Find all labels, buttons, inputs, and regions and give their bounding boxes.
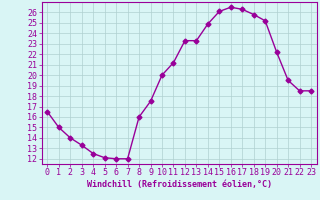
- X-axis label: Windchill (Refroidissement éolien,°C): Windchill (Refroidissement éolien,°C): [87, 180, 272, 189]
